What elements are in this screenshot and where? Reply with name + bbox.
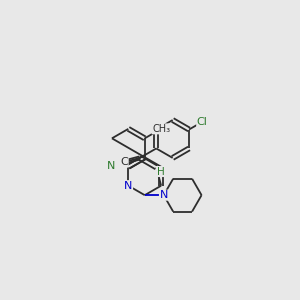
Text: N: N bbox=[106, 161, 115, 171]
Text: C: C bbox=[120, 157, 128, 167]
Text: N: N bbox=[124, 181, 133, 191]
Text: N: N bbox=[160, 190, 168, 200]
Text: CH₃: CH₃ bbox=[152, 124, 170, 134]
Text: H: H bbox=[157, 167, 164, 176]
Text: Cl: Cl bbox=[197, 117, 208, 127]
